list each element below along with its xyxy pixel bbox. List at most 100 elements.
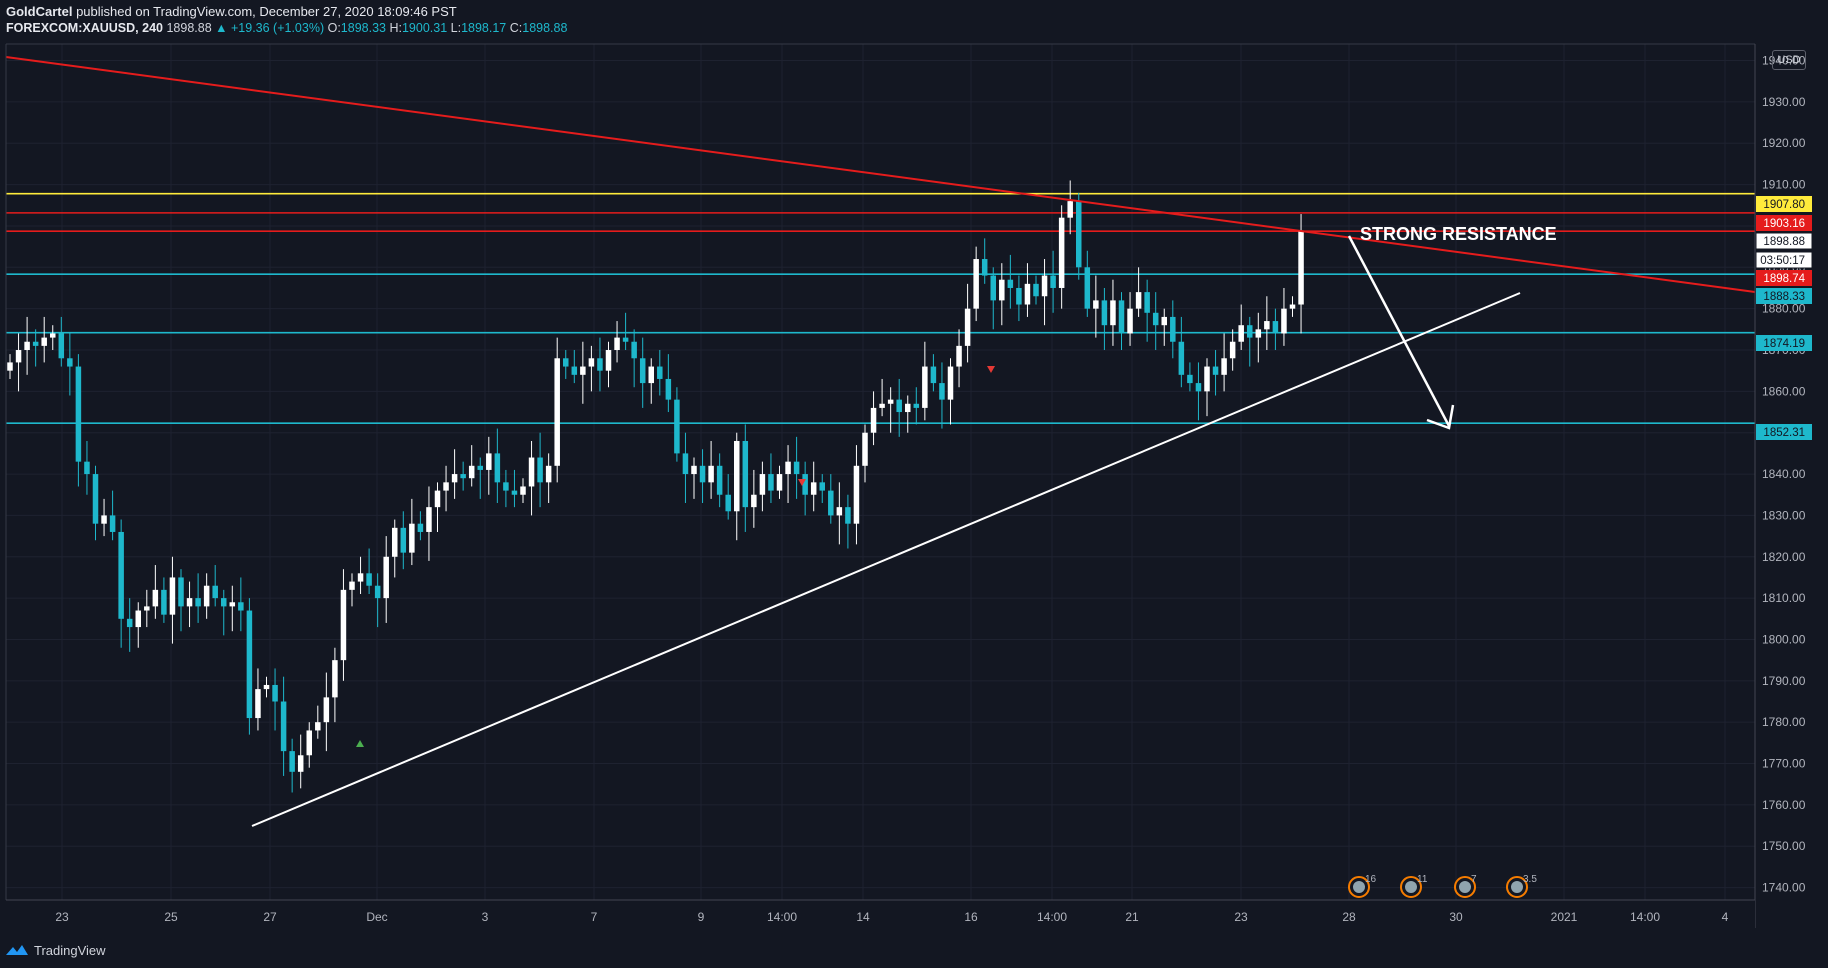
- price-label-cyan: 1888.33: [1756, 288, 1812, 304]
- price-label-red: 1903.16: [1756, 215, 1812, 231]
- y-tick-label: 1820.00: [1762, 550, 1806, 564]
- candle-body: [7, 362, 13, 371]
- candle: [118, 519, 124, 648]
- candle: [15, 333, 22, 392]
- candle-body: [751, 494, 757, 508]
- open-value: 1898.33: [340, 21, 386, 35]
- candle-body: [537, 457, 543, 483]
- candle: [956, 329, 962, 388]
- support-trendline[interactable]: [251, 292, 1521, 827]
- candle: [819, 474, 825, 504]
- candle: [836, 482, 843, 545]
- candle-body: [990, 275, 996, 301]
- candle-body: [451, 474, 458, 483]
- price-label-cyan: 1874.19: [1756, 335, 1812, 351]
- candle: [1204, 358, 1210, 417]
- low-value: 1898.17: [461, 21, 507, 35]
- economic-events: 16 11 7 3.5: [1348, 874, 1537, 898]
- x-tick-label: 14: [856, 910, 870, 924]
- candle-body: [229, 602, 236, 607]
- candle-body: [178, 577, 184, 607]
- candle: [1067, 180, 1073, 235]
- candle: [896, 378, 902, 437]
- brand-name[interactable]: TradingView: [34, 943, 106, 958]
- time-axis[interactable]: 23 25 27 Dec 3 7 9 14:00 14 16 14:00 21 23 28 30 2021 14…: [6, 899, 1755, 928]
- open-label: O:: [327, 21, 341, 35]
- candle-body: [973, 259, 979, 309]
- candle-body: [15, 350, 22, 363]
- down-arrow-shaft[interactable]: [1347, 235, 1451, 427]
- candle: [152, 565, 159, 619]
- high-value: 1900.31: [401, 21, 448, 35]
- candle-body: [708, 465, 714, 483]
- candle: [169, 556, 176, 644]
- candle-body: [195, 598, 201, 607]
- y-tick-label: 1810.00: [1762, 591, 1806, 605]
- candle: [1212, 350, 1219, 396]
- strong-resistance-label[interactable]: STRONG RESISTANCE: [1360, 224, 1557, 244]
- author-name[interactable]: GoldCartel: [6, 4, 73, 19]
- candle: [1255, 312, 1262, 363]
- candle: [776, 465, 783, 499]
- candle: [1272, 308, 1279, 351]
- candle-body: [1007, 279, 1014, 288]
- currency-badge[interactable]: USD: [1772, 50, 1806, 70]
- candle-body: [374, 585, 381, 599]
- y-tick-label: 1840.00: [1762, 467, 1806, 481]
- candle: [434, 482, 441, 532]
- candle: [1229, 329, 1236, 371]
- low-label: L:: [450, 21, 462, 35]
- x-tick-label: 28: [1342, 910, 1356, 924]
- symbol-name[interactable]: FOREXCOM:XAUUSD, 240: [6, 21, 163, 35]
- price-axis[interactable]: 1940.001930.001920.001910.001900.001890.…: [1754, 44, 1828, 928]
- x-tick-label: 2021: [1551, 910, 1578, 924]
- candle: [212, 565, 218, 607]
- candle: [922, 341, 928, 421]
- candle-body: [768, 474, 774, 491]
- candle: [392, 519, 398, 578]
- candle: [828, 474, 834, 524]
- candle-body: [887, 399, 894, 404]
- candle: [588, 345, 595, 392]
- candle: [1058, 205, 1065, 309]
- candle-body: [571, 366, 578, 375]
- candle: [477, 457, 483, 499]
- candle: [451, 449, 458, 499]
- price-label-bg: [1756, 335, 1812, 351]
- x-tick-label: 3: [482, 910, 489, 924]
- candle: [1041, 259, 1048, 326]
- resistance-trendline[interactable]: [5, 56, 1756, 293]
- candle: [246, 598, 253, 735]
- candle: [597, 337, 603, 392]
- candle: [1195, 362, 1202, 421]
- candle: [67, 333, 73, 396]
- candle: [1050, 250, 1056, 313]
- candle-body: [1024, 283, 1031, 305]
- candle: [751, 469, 757, 528]
- candle-body: [896, 399, 902, 413]
- candle: [947, 358, 954, 425]
- high-label: H:: [389, 21, 402, 35]
- x-tick-label: 27: [263, 910, 277, 924]
- price-label-yellow: 1907.80: [1756, 196, 1812, 212]
- candle-body: [280, 701, 287, 752]
- candle: [374, 573, 381, 628]
- candle-body: [118, 531, 124, 619]
- candle-body: [1170, 316, 1176, 342]
- candle-body: [349, 581, 355, 590]
- y-tick-label: 1800.00: [1762, 632, 1806, 646]
- price-label-bg: [1756, 424, 1812, 440]
- publish-line: GoldCartel published on TradingView.com,…: [6, 4, 457, 19]
- candle: [1187, 362, 1193, 392]
- candle-body: [879, 403, 885, 408]
- candle: [263, 676, 270, 698]
- x-tick-label: 25: [164, 910, 178, 924]
- candle-body: [503, 482, 509, 491]
- candle-body: [614, 337, 620, 351]
- candle: [725, 474, 731, 520]
- x-tick-label: 23: [1234, 910, 1248, 924]
- x-tick-label: 23: [55, 910, 69, 924]
- candle-body: [212, 585, 218, 599]
- candle-body: [742, 440, 749, 508]
